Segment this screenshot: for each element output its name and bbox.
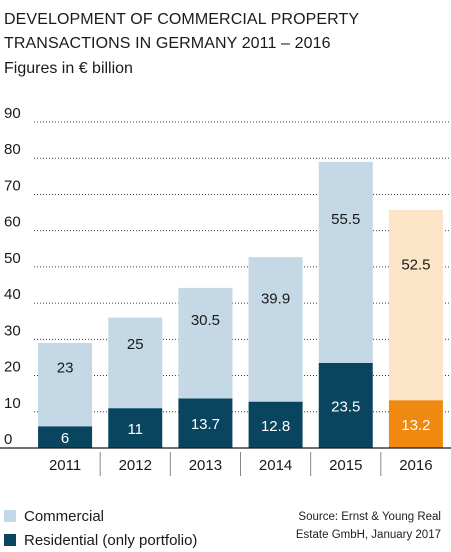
bars-layer xyxy=(38,161,443,448)
y-tick-label: 40 xyxy=(4,286,21,303)
x-axis: 2011 2012 2013 2014 2015 2016 xyxy=(0,447,451,476)
labels-layer: 6 23 11 25 13.7 30.5 12.8 39.9 23.5 55.5 13.2 52.5 xyxy=(57,211,431,447)
y-tick-label: 90 xyxy=(4,105,21,122)
bar-residential-2015 xyxy=(318,362,373,448)
legend-label-commercial: Commercial xyxy=(24,507,105,525)
y-tick-label: 30 xyxy=(4,322,21,339)
data-label-commercial-2016: 52.5 xyxy=(401,256,430,273)
bar-commercial-2015 xyxy=(318,161,373,363)
data-label-residential-2014: 12.8 xyxy=(261,418,290,435)
bar-commercial-2016 xyxy=(388,210,443,401)
data-label-residential-2012: 11 xyxy=(127,421,143,438)
bar-residential-2013 xyxy=(178,398,233,448)
bar-residential-2011 xyxy=(38,426,93,448)
grid-layer: 0 10 20 30 40 50 60 70 80 90 xyxy=(4,105,451,448)
bar-commercial-2013 xyxy=(178,287,233,399)
chart-title: DEVELOPMENT OF COMMERCIAL PROPERTY TRANS… xyxy=(4,8,444,82)
source-note: Source: Ernst & Young Real Estate GmbH, … xyxy=(296,508,441,544)
bar-residential-2016 xyxy=(388,400,443,448)
y-tick-label: 20 xyxy=(4,359,21,376)
x-tick-label-2015: 2015 xyxy=(329,457,362,474)
source-line-1: Source: Ernst & Young Real xyxy=(298,511,441,523)
legend-swatch-residential xyxy=(4,534,16,546)
data-label-commercial-2012: 25 xyxy=(127,336,144,353)
chart-subtitle: Figures in € billion xyxy=(4,60,133,77)
title-line-2: TRANSACTIONS IN GERMANY 2011 – 2016 xyxy=(4,35,331,52)
y-tick-label: 70 xyxy=(4,177,21,194)
data-label-residential-2013: 13.7 xyxy=(191,416,220,433)
data-label-commercial-2013: 30.5 xyxy=(191,312,220,329)
data-label-residential-2016: 13.2 xyxy=(401,417,430,434)
legend-item-residential: Residential (only portfolio) xyxy=(4,528,254,552)
bar-residential-2014 xyxy=(248,401,303,448)
data-label-commercial-2011: 23 xyxy=(57,359,74,376)
data-label-residential-2015: 23.5 xyxy=(331,398,360,415)
bar-commercial-2011 xyxy=(38,342,93,427)
x-tick-label-2013: 2013 xyxy=(189,457,222,474)
legend-label-residential: Residential (only portfolio) xyxy=(24,531,198,549)
title-line-1: DEVELOPMENT OF COMMERCIAL PROPERTY xyxy=(4,11,360,28)
x-tick-label-2014: 2014 xyxy=(259,457,292,474)
y-tick-label: 60 xyxy=(4,214,21,231)
stacked-bar-chart: 0 10 20 30 40 50 60 70 80 90 6 23 11 25 13.7 30.5 12.8 3… xyxy=(0,105,451,476)
legend-swatch-commercial xyxy=(4,510,16,522)
bar-commercial-2012 xyxy=(108,317,163,409)
bar-commercial-2014 xyxy=(248,257,303,402)
data-label-commercial-2014: 39.9 xyxy=(261,291,290,308)
legend: Commercial Residential (only portfolio) xyxy=(4,504,254,552)
source-line-2: Estate GmbH, January 2017 xyxy=(295,529,441,541)
x-tick-label-2012: 2012 xyxy=(119,457,152,474)
y-tick-label: 0 xyxy=(4,431,12,448)
y-tick-label: 10 xyxy=(4,395,21,412)
x-tick-label-2011: 2011 xyxy=(49,457,81,474)
y-tick-label: 80 xyxy=(4,141,21,158)
data-label-residential-2011: 6 xyxy=(61,430,69,447)
y-tick-label: 50 xyxy=(4,250,21,267)
bar-residential-2012 xyxy=(108,408,163,448)
legend-item-commercial: Commercial xyxy=(4,504,254,528)
x-tick-label-2016: 2016 xyxy=(399,457,432,474)
data-label-commercial-2015: 55.5 xyxy=(331,211,360,228)
